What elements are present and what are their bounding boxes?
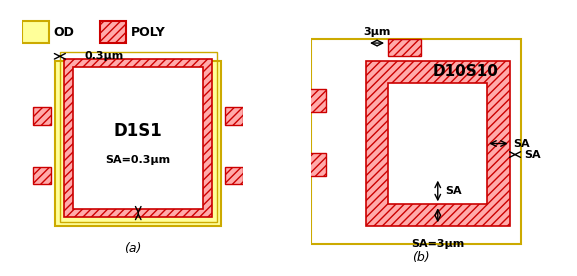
Bar bbox=[55, 61, 221, 226]
Bar bbox=[366, 61, 509, 226]
Text: SA: SA bbox=[524, 150, 541, 160]
Bar bbox=[388, 83, 488, 204]
Text: 0.3μm: 0.3μm bbox=[84, 51, 123, 61]
Bar bbox=[311, 39, 520, 244]
Bar bbox=[203, 67, 212, 209]
Text: SA=3μm: SA=3μm bbox=[411, 239, 464, 249]
Bar bbox=[64, 209, 212, 217]
Bar bbox=[366, 83, 388, 204]
Bar bbox=[366, 204, 509, 226]
Text: (a): (a) bbox=[124, 242, 141, 255]
Bar bbox=[100, 21, 126, 43]
Text: D10S10: D10S10 bbox=[432, 64, 499, 79]
Text: OD: OD bbox=[53, 25, 74, 39]
Bar bbox=[300, 153, 326, 176]
Bar bbox=[488, 83, 509, 204]
Bar bbox=[226, 167, 243, 184]
Text: SA: SA bbox=[513, 139, 530, 148]
Text: (b): (b) bbox=[413, 251, 430, 264]
Text: SA=0.3μm: SA=0.3μm bbox=[106, 155, 171, 165]
Bar bbox=[60, 52, 216, 222]
Bar bbox=[73, 67, 203, 209]
Bar bbox=[23, 21, 49, 43]
Bar bbox=[33, 167, 51, 184]
Text: POLY: POLY bbox=[130, 25, 165, 39]
Text: 3μm: 3μm bbox=[364, 27, 391, 37]
Bar bbox=[366, 61, 509, 83]
Bar bbox=[33, 107, 51, 125]
Bar bbox=[388, 39, 421, 56]
Bar bbox=[64, 67, 73, 209]
Text: D1S1: D1S1 bbox=[114, 122, 163, 140]
Bar bbox=[300, 89, 326, 112]
Bar bbox=[64, 59, 212, 67]
Bar bbox=[226, 107, 243, 125]
Bar bbox=[64, 59, 212, 217]
Text: SA: SA bbox=[445, 186, 462, 196]
